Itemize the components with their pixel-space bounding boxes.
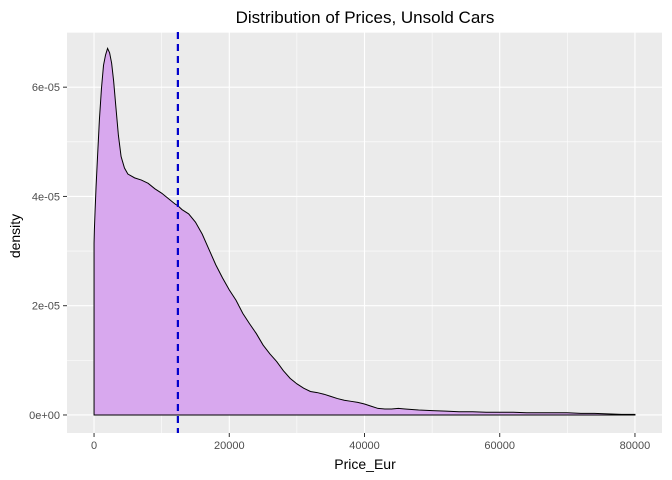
x-axis-title: Price_Eur	[334, 456, 396, 472]
density-area	[94, 48, 635, 415]
chart-title: Distribution of Prices, Unsold Cars	[236, 8, 495, 27]
y-axis-title: density	[7, 214, 23, 258]
y-tick-label: 6e-05	[32, 82, 60, 94]
y-tick-label: 0e+00	[29, 410, 60, 422]
x-tick-label: 60000	[484, 440, 515, 452]
y-axis-ticks: 0e+00 2e-05 4e-05 6e-05	[29, 82, 67, 422]
x-tick-label: 0	[91, 440, 97, 452]
x-tick-label: 40000	[349, 440, 380, 452]
x-tick-label: 20000	[214, 440, 245, 452]
density-outline	[93, 47, 636, 416]
x-tick-label: 80000	[620, 440, 651, 452]
y-tick-label: 4e-05	[32, 191, 60, 203]
y-tick-label: 2e-05	[32, 301, 60, 313]
x-axis-ticks: 0 20000 40000 60000 80000	[91, 433, 650, 452]
